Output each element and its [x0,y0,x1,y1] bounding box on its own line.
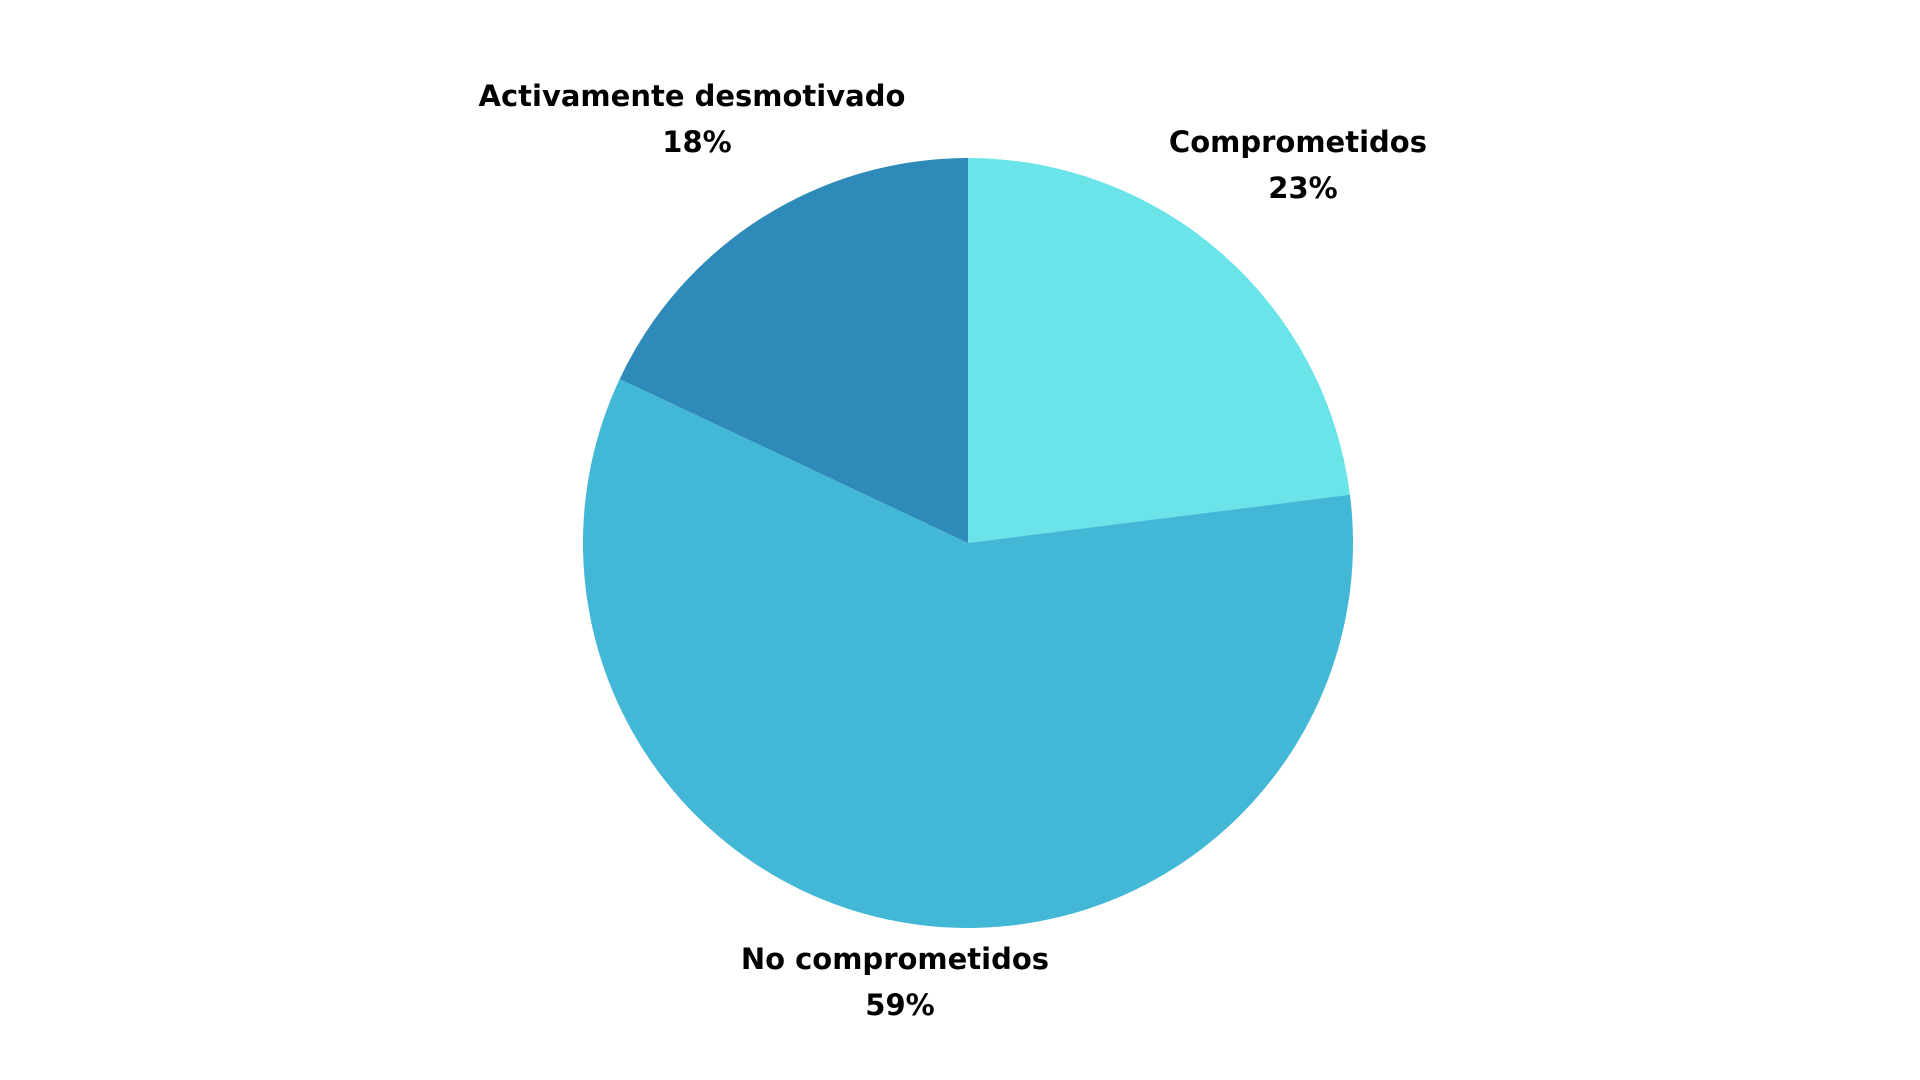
label-comprometidos-name: Comprometidos [1169,125,1427,159]
pie-slice-activamente-desmotivado [619,158,968,543]
pie-slices [582,158,1353,929]
label-no-comprometidos-name: No comprometidos [741,942,1049,976]
label-activamente-desmotivado-value: 18% [662,125,731,159]
pie-slice-comprometidos [968,158,1350,543]
label-comprometidos-value: 23% [1268,171,1337,205]
label-no-comprometidos-value: 59% [865,988,934,1022]
label-comprometidos: Comprometidos 23% [1169,125,1437,205]
pie-slice-no-comprometidos [582,379,1353,929]
label-no-comprometidos: No comprometidos 59% [741,942,1059,1022]
label-activamente-desmotivado-name: Activamente desmotivado [479,79,906,113]
label-activamente-desmotivado: Activamente desmotivado 18% [479,79,916,159]
